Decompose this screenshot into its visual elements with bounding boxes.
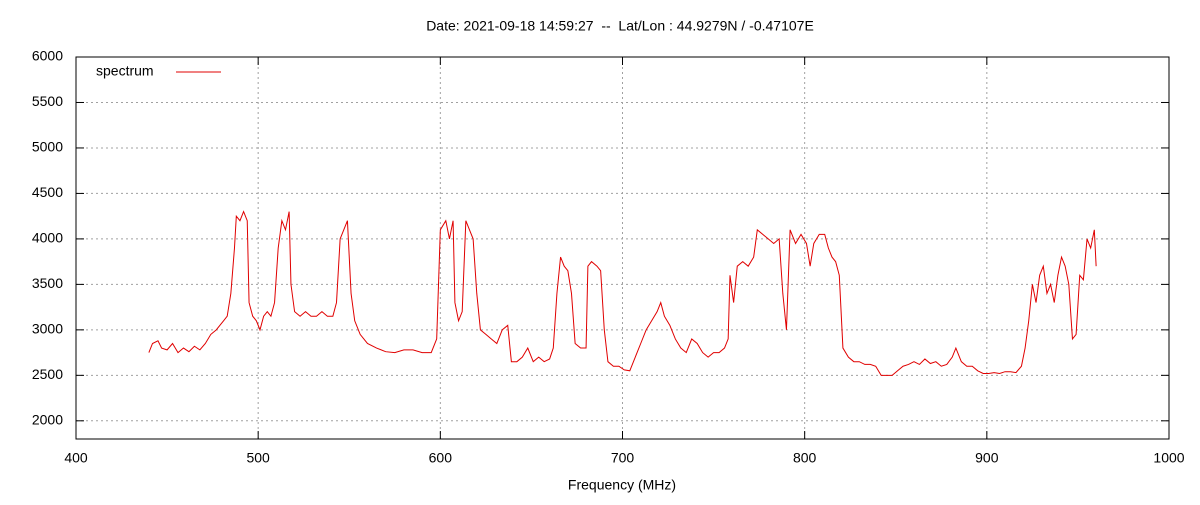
y-tick-label: 2500 — [32, 366, 63, 382]
x-tick-label: 1000 — [1153, 450, 1184, 466]
y-tick-label: 5000 — [32, 139, 63, 155]
x-tick-label: 900 — [975, 450, 999, 466]
x-tick-label: 500 — [246, 450, 270, 466]
y-tick-label: 6000 — [32, 48, 63, 64]
chart-title: Date: 2021-09-18 14:59:27 -- Lat/Lon : 4… — [426, 18, 814, 34]
series-line — [148, 210, 1097, 376]
y-tick-label: 4000 — [32, 230, 63, 246]
plot-frame — [75, 56, 1170, 440]
x-tick-label: 600 — [429, 450, 453, 466]
x-tick-label: 400 — [64, 450, 88, 466]
x-axis-label: Frequency (MHz) — [568, 477, 676, 493]
y-tick-label: 2000 — [32, 412, 63, 428]
y-tick-label: 3500 — [32, 275, 63, 291]
legend-label: spectrum — [96, 63, 154, 79]
y-tick-label: 5500 — [32, 93, 63, 109]
y-tick-label: 4500 — [32, 184, 63, 200]
x-tick-label: 700 — [611, 450, 635, 466]
x-tick-label: 800 — [793, 450, 817, 466]
y-tick-label: 3000 — [32, 321, 63, 337]
